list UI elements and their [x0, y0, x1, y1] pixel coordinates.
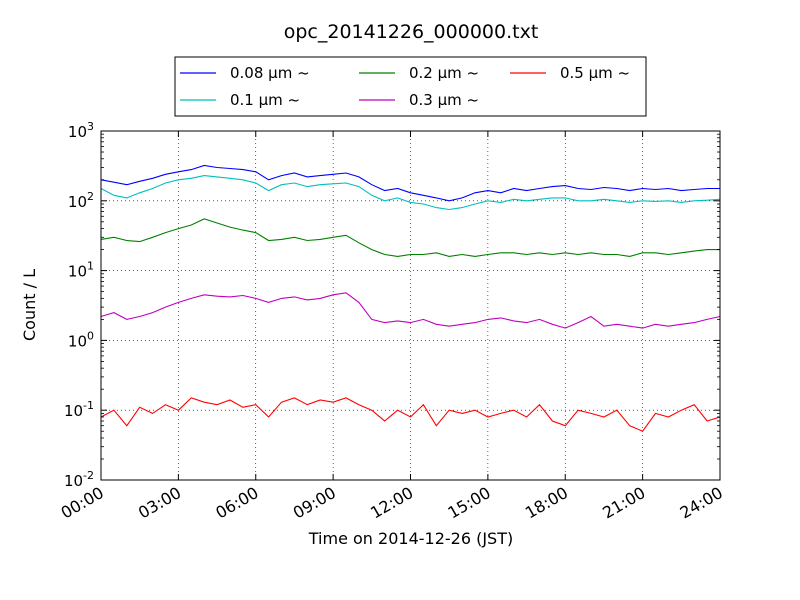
- legend-box: [174, 56, 647, 117]
- y-tick-label-base: 10: [68, 332, 87, 350]
- y-tick-label-base: 10: [64, 402, 83, 420]
- plot-area: [100, 130, 721, 481]
- y-tick-label-exponent: 1: [87, 260, 94, 273]
- y-tick-label: 102: [68, 190, 94, 211]
- x-tick-label: 06:00: [212, 483, 261, 523]
- x-tick-label: 15:00: [444, 483, 493, 523]
- y-tick-label-exponent: 3: [87, 120, 94, 133]
- x-axis-label: Time on 2014-12-26 (JST): [308, 529, 513, 548]
- x-tick-labels: 00:00 03:00 06:00 09:00 12:00 15:00 18:00 21:00…: [58, 483, 726, 523]
- y-tick-label: 10-1: [64, 399, 94, 420]
- chart-title: opc_20141226_000000.txt: [284, 21, 539, 43]
- y-tick-label-exponent: -1: [83, 399, 94, 412]
- legend: 0.08 μm ~ 0.1 μm ~ 0.2 μm ~ 0.3 μm ~ 0.5 μm …: [174, 56, 647, 117]
- y-tick-label-exponent: 0: [87, 329, 94, 342]
- x-tick-label: 18:00: [522, 483, 571, 523]
- series-line: [100, 218, 720, 257]
- series-line: [100, 292, 721, 329]
- series-line: [100, 175, 721, 211]
- x-tick-label: 21:00: [599, 483, 648, 523]
- y-tick-label-base: 10: [64, 472, 83, 490]
- y-tick-label: 100: [68, 329, 94, 350]
- y-tick-label-base: 10: [68, 193, 87, 211]
- legend-label: 0.2 μm ~: [409, 64, 479, 82]
- y-axis-label: Count / L: [20, 269, 39, 341]
- x-tick-label: 12:00: [367, 483, 416, 523]
- y-tick-label-base: 10: [68, 123, 87, 141]
- legend-label: 0.08 μm ~: [230, 64, 310, 82]
- y-tick-label-exponent: 2: [87, 190, 94, 203]
- y-tick-label: 10-2: [64, 469, 94, 490]
- y-tick-label: 101: [68, 260, 94, 281]
- x-tick-label: 09:00: [290, 483, 339, 523]
- legend-label: 0.3 μm ~: [409, 91, 479, 109]
- series-line: [100, 397, 721, 432]
- y-tick-label: 103: [68, 120, 94, 141]
- series-line: [100, 164, 720, 202]
- y-tick-label-exponent: -2: [83, 469, 94, 482]
- legend-label: 0.5 μm ~: [560, 64, 630, 82]
- legend-label: 0.1 μm ~: [230, 91, 300, 109]
- y-tick-label-base: 10: [68, 263, 87, 281]
- x-tick-label: 24:00: [677, 483, 726, 523]
- x-tick-label: 03:00: [135, 483, 184, 523]
